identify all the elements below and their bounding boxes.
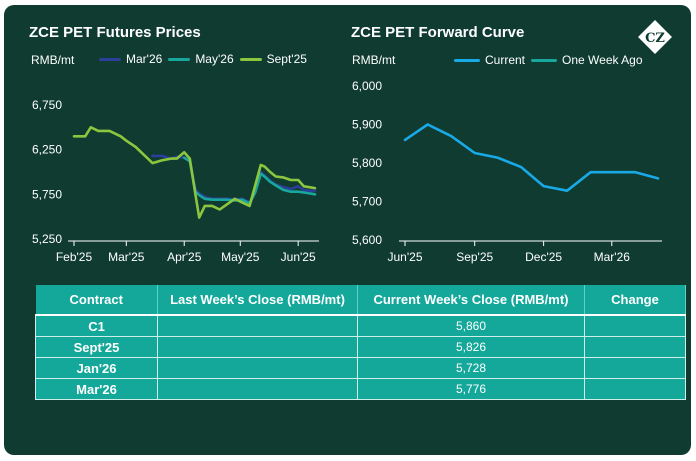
last-week-cell: [157, 378, 358, 400]
cz-logo-icon: CZ: [638, 20, 672, 54]
col-header-last-week-close: Last Week’s Close (RMB/mt): [157, 285, 358, 316]
table-header-row: Contract Last Week’s Close (RMB/mt) Curr…: [35, 285, 686, 316]
legend-swatch: [531, 58, 558, 62]
y-tick-label: 6,750: [32, 98, 62, 112]
contract-cell: Sept'25: [35, 336, 158, 358]
x-tick-label: Mar'25: [108, 250, 145, 264]
legend-label: Mar'26: [126, 52, 163, 66]
col-header-current-week-close: Current Week’s Close (RMB/mt): [357, 285, 585, 316]
contract-cell: C1: [35, 314, 158, 337]
legend-label: May'26: [195, 52, 234, 66]
change-cell: [584, 314, 686, 337]
last-week-cell: [157, 336, 358, 358]
y-tick-label: 6,250: [32, 143, 62, 157]
table-row: Jan'26 5,728: [35, 357, 686, 379]
legend-item-sept25: Sept'25: [239, 52, 307, 66]
legend-swatch: [99, 57, 121, 61]
current-week-cell: 5,860: [357, 314, 585, 337]
y-tick-label: 5,900: [352, 118, 382, 132]
futures-chart-legend: Mar'26 May'26 Sept'25: [99, 52, 307, 66]
futures-price-chart: 6,750 6,250 5,750 5,250 Feb'25 Mar'25 Apr'25 Ma…: [32, 98, 319, 264]
x-tick-label: Sep'25: [456, 250, 493, 264]
series-line-current: [403, 123, 660, 192]
contract-cell: Mar'26: [35, 378, 158, 400]
y-tick-label: 5,600: [352, 233, 382, 247]
series-line-sept25: [72, 126, 317, 219]
table-row: C1 5,860: [35, 314, 686, 337]
legend-label: Current: [485, 53, 526, 67]
x-tick-label: Feb'25: [56, 250, 93, 264]
legend-label: One Week Ago: [562, 53, 643, 67]
y-tick-label: 5,700: [352, 195, 382, 209]
y-tick-label: 5,800: [352, 156, 382, 170]
contract-cell: Jan'26: [35, 357, 158, 379]
x-tick-label: May'25: [221, 250, 260, 264]
current-week-cell: 5,728: [357, 357, 585, 379]
x-tick-label: Jun'25: [388, 250, 423, 264]
change-cell: [584, 357, 686, 379]
y-tick-label: 6,000: [352, 79, 382, 93]
change-cell: [584, 378, 686, 400]
legend-item-may26: May'26: [168, 52, 234, 66]
futures-chart-unit: RMB/mt: [31, 53, 75, 67]
weekly-close-table: Contract Last Week’s Close (RMB/mt) Curr…: [35, 285, 686, 400]
legend-swatch: [168, 57, 191, 61]
legend-item-current: Current: [454, 53, 525, 67]
logo-text: CZ: [645, 31, 665, 46]
y-tick-label: 5,750: [32, 187, 62, 201]
forward-curve-chart: 6,000 5,900 5,800 5,700 5,600 Jun'25 Sep'25 Dec…: [352, 79, 662, 264]
legend-swatch: [454, 58, 480, 62]
table-row: Sept'25 5,826: [35, 336, 686, 358]
y-tick-label: 5,250: [32, 232, 62, 246]
col-header-contract: Contract: [35, 285, 158, 316]
x-tick-label: Mar'26: [594, 250, 631, 264]
change-cell: [584, 336, 686, 358]
last-week-cell: [157, 314, 358, 337]
legend-label: Sept'25: [266, 52, 307, 66]
last-week-cell: [157, 357, 358, 379]
forward-curve-legend: Current One Week Ago: [454, 53, 643, 67]
col-header-change: Change: [584, 285, 686, 316]
forward-curve-title: ZCE PET Forward Curve: [351, 24, 525, 41]
legend-swatch: [239, 57, 262, 61]
current-week-cell: 5,826: [357, 336, 585, 358]
futures-chart-title: ZCE PET Futures Prices: [29, 24, 201, 41]
x-tick-label: Apr'25: [167, 250, 202, 264]
x-tick-label: Jun'25: [281, 250, 316, 264]
legend-item-one-week-ago: One Week Ago: [531, 53, 643, 67]
current-week-cell: 5,776: [357, 378, 585, 400]
x-tick-label: Dec'25: [525, 250, 562, 264]
legend-item-mar26: Mar'26: [99, 52, 162, 66]
table-row: Mar'26 5,776: [35, 378, 686, 400]
forward-curve-unit: RMB/mt: [352, 53, 396, 67]
